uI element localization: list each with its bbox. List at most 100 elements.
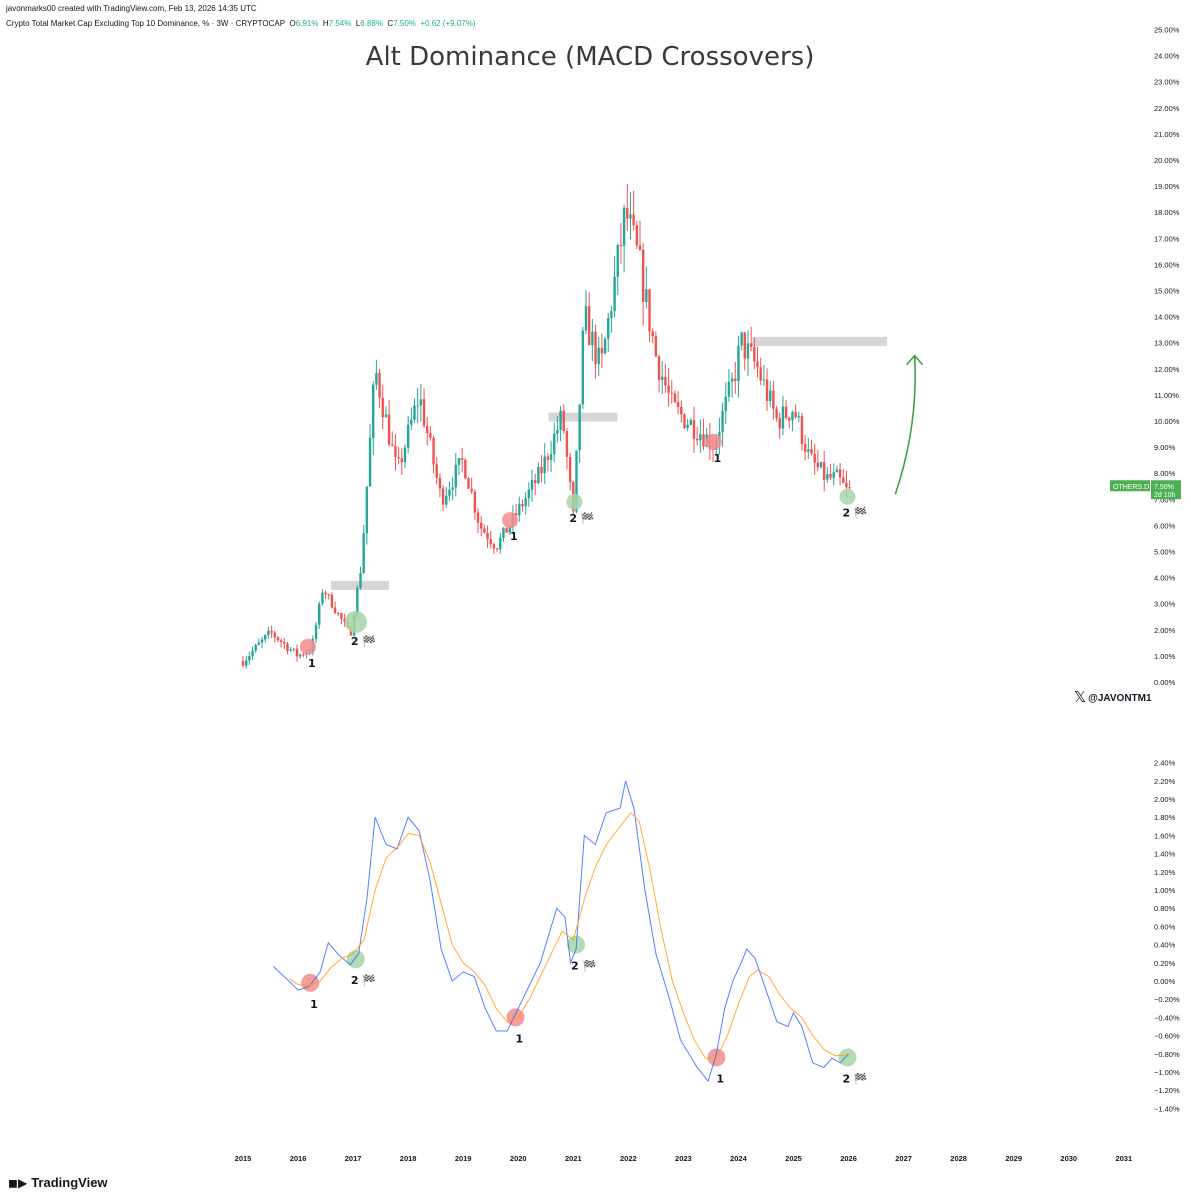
candle-body: [495, 548, 499, 550]
high-label: H: [322, 19, 329, 28]
price-axis-tick: 1.00%: [1154, 652, 1176, 661]
tradingview-brand[interactable]: ◼▶ TradingView: [8, 1175, 108, 1190]
candle-body: [375, 372, 378, 385]
candle-body: [626, 207, 629, 219]
candle-body: [829, 473, 832, 478]
candle-body: [695, 438, 699, 441]
candle-body: [727, 381, 731, 397]
candle-body: [629, 214, 632, 219]
candle-body: [410, 419, 413, 425]
candle-body: [429, 433, 432, 438]
time-axis-tick: 2018: [400, 1154, 417, 1163]
macd-axis-tick: 1.20%: [1154, 868, 1176, 877]
candle-body: [467, 478, 470, 489]
macd-crossover-label: 2 🏁: [571, 960, 596, 973]
candle-body: [778, 418, 781, 429]
candle-body: [842, 477, 845, 483]
candle-body: [486, 532, 489, 540]
open-label: O: [289, 19, 296, 28]
bullish-crossover-marker: [839, 488, 856, 505]
bearish-crossover-marker: [501, 512, 518, 529]
price-axis-tick: 3.00%: [1154, 600, 1176, 609]
price-axis-tick: 21.00%: [1154, 130, 1180, 139]
candle-body: [426, 425, 429, 434]
candle-body: [765, 379, 769, 401]
candle-body: [384, 414, 388, 418]
candle-body: [791, 412, 794, 421]
candle-body: [746, 343, 750, 359]
candle-body: [721, 410, 724, 433]
candle-body: [784, 406, 788, 418]
candle-body: [632, 214, 635, 226]
candle-body: [244, 660, 248, 666]
candle-body: [260, 639, 264, 643]
price-axis-tick: 15.00%: [1154, 287, 1180, 296]
candle-body: [670, 392, 673, 394]
candle-body: [645, 289, 648, 302]
candle-body: [264, 635, 267, 640]
candle-body: [403, 447, 407, 463]
candle-body: [594, 331, 597, 365]
candle-body: [533, 479, 537, 484]
candle-body: [381, 397, 384, 418]
candle-body: [730, 378, 734, 382]
candle-body: [702, 434, 705, 447]
candle-body: [502, 527, 505, 538]
macd-bearish-marker: [506, 1008, 525, 1027]
macd-axis-tick: 1.80%: [1154, 813, 1176, 822]
macd-bullish-marker: [838, 1048, 857, 1067]
candle-body: [422, 399, 426, 426]
candle-body: [394, 445, 397, 458]
resistance-zones: [331, 336, 888, 590]
price-candles: [241, 183, 851, 669]
candle-body: [314, 624, 318, 639]
time-axis-tick: 2026: [840, 1154, 857, 1163]
candle-body: [578, 404, 581, 451]
price-axis-tick: 12.00%: [1154, 365, 1180, 374]
crossover-label: 1: [510, 530, 518, 543]
candle-body: [692, 420, 696, 439]
x-logo-icon: 𝕏: [1074, 689, 1087, 706]
candle-body: [302, 654, 305, 656]
candle-body: [575, 450, 578, 512]
crossover-label: 1: [308, 657, 316, 670]
time-axis-tick: 2019: [455, 1154, 472, 1163]
macd-axis-tick: 0.80%: [1154, 904, 1176, 913]
candle-body: [521, 503, 524, 507]
candle-body: [337, 612, 340, 614]
candle-body: [543, 456, 546, 474]
tradingview-logo-icon: ◼▶: [8, 1176, 28, 1190]
candle-body: [448, 489, 451, 496]
candle-body: [473, 491, 477, 513]
candle-body: [622, 207, 626, 246]
candle-body: [845, 482, 848, 488]
candle-body: [661, 376, 664, 380]
candle-body: [441, 488, 445, 505]
candle-body: [419, 399, 423, 406]
candle-body: [743, 332, 747, 359]
candle-body: [835, 469, 839, 473]
candle-body: [505, 527, 508, 533]
candle-body: [641, 249, 645, 302]
candle-body: [283, 642, 286, 644]
candle-body: [279, 640, 283, 643]
candle-body: [775, 408, 778, 419]
candle-body: [584, 306, 588, 331]
candle-body: [810, 449, 813, 454]
candle-body: [416, 405, 419, 407]
candle-body: [359, 572, 362, 589]
candle-body: [432, 437, 435, 465]
candle-body: [457, 458, 461, 465]
resistance-zone: [752, 336, 888, 346]
candle-body: [664, 376, 667, 386]
time-axis-tick: 2017: [345, 1154, 362, 1163]
time-axis-tick: 2028: [950, 1154, 967, 1163]
candle-body: [508, 526, 511, 533]
macd-axis-tick: 2.40%: [1154, 759, 1176, 768]
candle-body: [635, 225, 639, 246]
tradingview-brand-text: TradingView: [31, 1175, 108, 1190]
macd-axis-tick: −1.20%: [1154, 1086, 1180, 1095]
macd-crossover-label: 2 🏁: [351, 974, 376, 987]
candle-body: [651, 331, 654, 337]
